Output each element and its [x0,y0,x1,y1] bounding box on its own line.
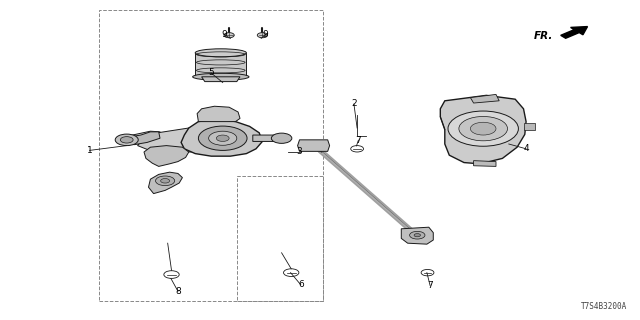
Text: 9: 9 [221,30,227,39]
Circle shape [198,126,247,150]
Circle shape [224,33,234,38]
Text: 8: 8 [175,287,180,296]
Polygon shape [253,135,282,141]
Polygon shape [181,119,262,156]
Polygon shape [202,77,240,82]
Circle shape [448,111,518,146]
Polygon shape [298,140,330,151]
Text: T7S4B3200A: T7S4B3200A [581,302,627,311]
Circle shape [414,234,420,237]
Circle shape [120,137,133,143]
Text: 9: 9 [263,30,268,39]
Polygon shape [401,227,433,244]
Text: 7: 7 [356,136,361,145]
Polygon shape [197,106,240,122]
Circle shape [459,116,508,141]
Ellipse shape [193,73,249,80]
Text: FR.: FR. [534,31,554,41]
Bar [237,176,323,301]
Bar [99,10,323,301]
Text: 2: 2 [351,100,356,108]
Polygon shape [440,95,526,164]
Text: 1: 1 [87,146,92,155]
Circle shape [470,122,496,135]
Text: 4: 4 [524,144,529,153]
Circle shape [410,231,425,239]
Polygon shape [138,128,250,152]
Circle shape [209,131,237,145]
Ellipse shape [195,49,246,57]
Circle shape [257,33,268,38]
Polygon shape [125,132,160,145]
Polygon shape [144,146,189,166]
Text: 5: 5 [209,68,214,77]
Circle shape [216,135,229,141]
Polygon shape [470,94,499,103]
Polygon shape [474,161,496,166]
Polygon shape [125,131,161,145]
Bar [195,53,246,77]
Text: 3: 3 [297,148,302,156]
Text: 7: 7 [428,281,433,290]
Circle shape [115,134,138,146]
Polygon shape [148,172,182,194]
Circle shape [161,179,170,183]
FancyArrow shape [561,27,588,38]
Circle shape [271,133,292,143]
Text: 6: 6 [298,280,303,289]
Bar [524,123,535,130]
Circle shape [156,176,175,186]
